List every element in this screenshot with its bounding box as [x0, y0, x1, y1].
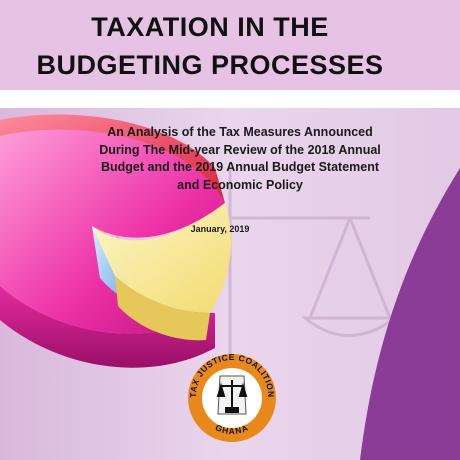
subtitle-line: An Analysis of the Tax Measures Announce…	[107, 125, 373, 139]
title-band	[0, 0, 460, 90]
subtitle-line: During The Mid-year Review of the 2018 A…	[99, 142, 381, 157]
scales-of-justice-icon	[216, 375, 248, 415]
title-line-1: TAXATION IN THE	[91, 12, 329, 42]
divider-stripe	[0, 90, 460, 108]
title-line-2: BUDGETING PROCESSES	[36, 50, 384, 80]
subtitle-line: and Economic Policy	[177, 177, 303, 192]
svg-text:GHANA: GHANA	[214, 422, 250, 436]
logo-country: GHANA	[214, 422, 249, 436]
purple-accent-shape	[360, 168, 460, 460]
pie-artwork-icon	[0, 114, 232, 368]
document-title: TAXATION IN THE BUDGETING PROCESSES	[0, 8, 420, 84]
tax-justice-coalition-logo: TAX JUSTICE COALITION GHANA	[188, 352, 276, 442]
subtitle-line: Budget and the 2019 Annual Budget Statem…	[100, 160, 380, 174]
publication-date: January, 2019	[190, 224, 250, 234]
cover-artwork	[0, 108, 460, 460]
document-subtitle: An Analysis of the Tax Measures Announce…	[40, 124, 440, 194]
